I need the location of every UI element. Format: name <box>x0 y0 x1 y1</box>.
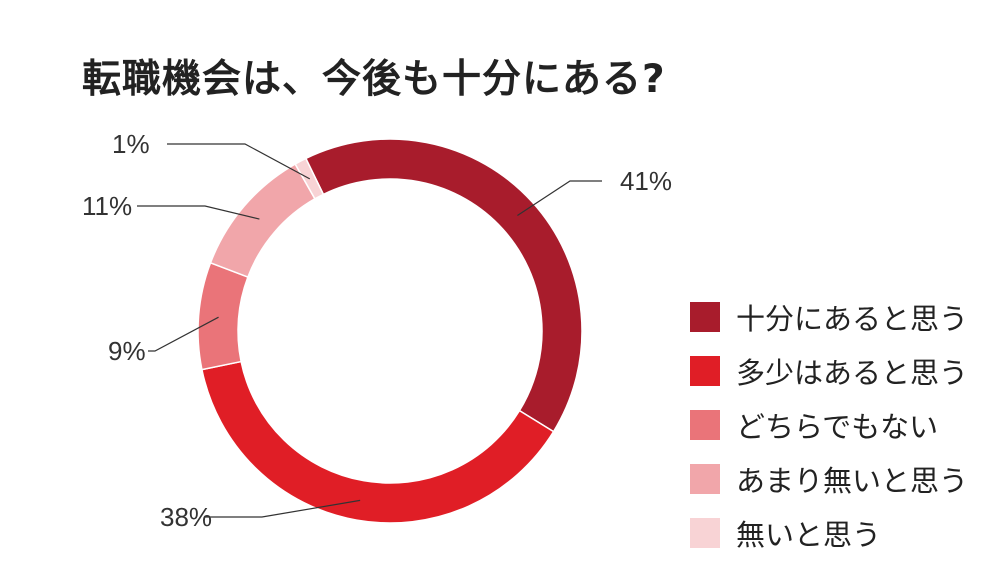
legend-item-4: あまり無いと思う <box>690 452 968 506</box>
donut-slice-2 <box>201 360 555 524</box>
legend-label: 多少はあると思う <box>736 356 969 390</box>
slice-value-label-3: 9% <box>108 336 146 366</box>
legend-label: 無いと思う <box>736 518 882 552</box>
leader-line-5 <box>167 143 311 180</box>
slice-value-label-5: 1% <box>112 129 150 159</box>
legend-label: 十分にあると思う <box>736 302 969 336</box>
legend-swatch <box>690 518 720 548</box>
slice-value-label-2: 38% <box>160 502 212 532</box>
donut-slice-3 <box>197 261 249 371</box>
legend-label: あまり無いと思う <box>736 464 969 498</box>
donut-slice-1 <box>304 138 583 433</box>
leader-line-2 <box>205 499 361 518</box>
slice-value-label-4: 11% <box>82 191 132 221</box>
legend-swatch <box>690 356 720 386</box>
legend-item-3: どちらでもない <box>690 398 968 452</box>
leader-line-3 <box>148 316 219 352</box>
slice-value-label-1: 41% <box>620 166 672 196</box>
legend-swatch <box>690 464 720 494</box>
leader-line-1 <box>517 180 602 216</box>
legend-item-1: 十分にあると思う <box>690 290 968 344</box>
legend-swatch <box>690 302 720 332</box>
legend-label: どちらでもない <box>736 410 939 444</box>
legend-item-2: 多少はあると思う <box>690 344 968 398</box>
legend: 十分にあると思う 多少はあると思う どちらでもない あまり無いと思う 無いと思う <box>690 290 968 560</box>
chart-title: 転職機会は、今後も十分にある? <box>82 57 666 102</box>
legend-swatch <box>690 410 720 440</box>
legend-item-5: 無いと思う <box>690 506 968 560</box>
donut-slice-4 <box>209 163 316 278</box>
leader-line-4 <box>137 205 260 220</box>
